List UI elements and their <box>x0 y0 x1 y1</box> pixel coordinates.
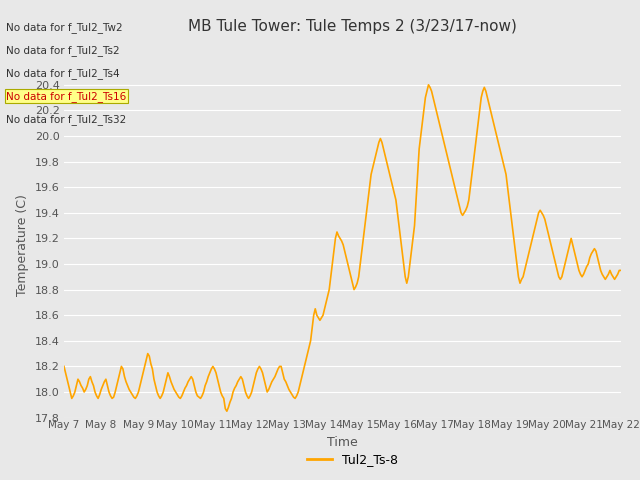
Y-axis label: Temperature (C): Temperature (C) <box>17 194 29 296</box>
Legend: Tul2_Ts-8: Tul2_Ts-8 <box>301 448 403 471</box>
Text: MB Tule Tower: Tule Temps 2 (3/23/17-now): MB Tule Tower: Tule Temps 2 (3/23/17-now… <box>188 19 516 34</box>
Text: No data for f_Tul2_Ts4: No data for f_Tul2_Ts4 <box>6 68 120 79</box>
Text: No data for f_Tul2_Tw2: No data for f_Tul2_Tw2 <box>6 22 123 33</box>
Text: No data for f_Tul2_Ts2: No data for f_Tul2_Ts2 <box>6 45 120 56</box>
Text: No data for f_Tul2_Ts32: No data for f_Tul2_Ts32 <box>6 114 127 125</box>
X-axis label: Time: Time <box>327 436 358 449</box>
Text: No data for f_Tul2_Ts16: No data for f_Tul2_Ts16 <box>6 91 127 102</box>
